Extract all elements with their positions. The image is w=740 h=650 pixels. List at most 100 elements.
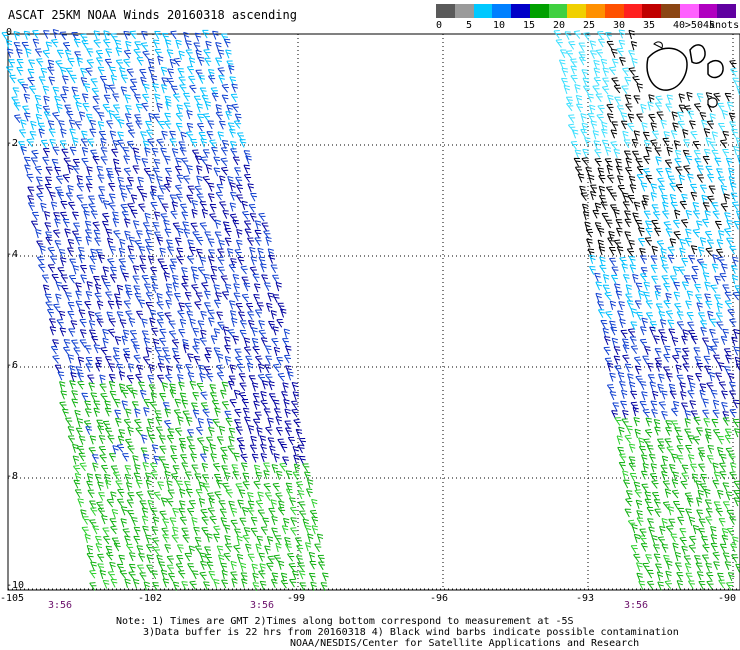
wind-barb	[241, 293, 250, 303]
wind-barb	[284, 420, 292, 430]
wind-barb	[658, 329, 666, 338]
wind-barb	[81, 93, 89, 103]
wind-barb	[249, 213, 257, 222]
wind-barb	[659, 525, 666, 536]
wind-barb	[166, 434, 174, 444]
wind-barb	[150, 507, 158, 517]
wind-barb	[178, 141, 186, 150]
wind-barb	[215, 292, 222, 302]
wind-barb	[318, 561, 326, 571]
wind-barb	[617, 310, 624, 320]
wind-barb	[245, 302, 254, 312]
wind-barb	[594, 158, 602, 167]
wind-barb	[68, 274, 77, 284]
wind-barb	[194, 301, 202, 310]
wind-barb	[92, 156, 100, 165]
wind-barb	[279, 462, 287, 472]
wind-barb	[50, 345, 58, 355]
wind-barb	[679, 247, 686, 257]
wind-barb	[213, 299, 221, 309]
wind-barb	[296, 544, 304, 554]
wind-barb	[655, 362, 663, 372]
wind-barb	[654, 227, 662, 237]
wind-barb	[76, 418, 84, 428]
wind-barb	[244, 228, 252, 238]
wind-barb	[201, 282, 209, 291]
wind-barb	[23, 156, 31, 166]
wind-barb	[203, 49, 211, 58]
wind-barb	[711, 149, 719, 159]
wind-barb	[67, 301, 75, 311]
wind-barb	[705, 562, 713, 572]
wind-barb	[243, 173, 252, 183]
wind-barb	[38, 128, 45, 138]
wind-barb	[692, 524, 699, 535]
wind-barb	[570, 58, 578, 68]
wind-barb	[138, 299, 146, 309]
wind-barb	[600, 58, 608, 68]
wind-barb	[725, 354, 732, 364]
wind-barb	[275, 416, 283, 426]
wind-barb	[715, 507, 723, 517]
wind-barb	[214, 231, 222, 241]
wind-barb	[86, 473, 94, 483]
wind-barb	[254, 309, 262, 318]
legend-swatch	[473, 4, 493, 18]
wind-barb	[597, 38, 605, 48]
wind-barb	[265, 426, 273, 436]
wind-barb	[133, 344, 140, 354]
wind-barb	[209, 139, 217, 149]
wind-barb	[674, 427, 682, 436]
wind-barb	[171, 339, 180, 348]
wind-barb	[619, 256, 627, 266]
wind-barb	[229, 364, 236, 374]
wind-barb	[58, 120, 65, 130]
wind-barb	[47, 309, 54, 318]
wind-barb	[212, 418, 220, 428]
wind-barb	[601, 212, 609, 222]
wind-barb	[707, 444, 715, 454]
wind-barb	[703, 128, 711, 138]
wind-barb	[651, 535, 658, 545]
wind-barb	[618, 426, 625, 436]
wind-barb	[172, 222, 180, 232]
wind-barb	[665, 427, 672, 436]
wind-barb	[209, 443, 216, 454]
wind-barb	[90, 392, 98, 402]
wind-barb	[151, 570, 158, 580]
wind-barb	[716, 489, 724, 499]
wind-barb	[164, 544, 172, 554]
wind-barb	[634, 365, 642, 375]
wind-barb	[651, 204, 659, 213]
wind-barb	[653, 335, 660, 345]
wind-barb	[662, 501, 671, 510]
wind-barb	[116, 444, 125, 453]
wind-barb	[144, 147, 151, 157]
wind-barb	[643, 155, 651, 165]
wind-barb	[711, 131, 718, 141]
wind-barb	[44, 222, 52, 232]
wind-barb	[86, 544, 93, 555]
wind-barb	[171, 347, 179, 357]
wind-barb	[133, 285, 141, 295]
wind-barb	[728, 167, 735, 177]
wind-barb	[609, 320, 616, 330]
wind-barb	[133, 526, 141, 536]
wind-barb	[649, 381, 656, 391]
wind-barb	[636, 83, 643, 93]
wind-barb	[625, 293, 633, 302]
wind-barb	[651, 245, 658, 255]
wind-barb	[155, 416, 163, 426]
wind-barb	[225, 417, 233, 427]
wind-barb	[273, 408, 281, 417]
wind-barb	[139, 68, 147, 78]
wind-barb	[186, 122, 194, 132]
wind-barb	[586, 238, 593, 248]
wind-barb	[288, 563, 296, 572]
wind-barb	[30, 157, 38, 167]
wind-barb	[676, 580, 684, 590]
wind-barb	[553, 30, 561, 39]
wind-barb	[699, 184, 707, 194]
wind-barb	[85, 67, 93, 77]
wind-barb	[265, 355, 273, 365]
